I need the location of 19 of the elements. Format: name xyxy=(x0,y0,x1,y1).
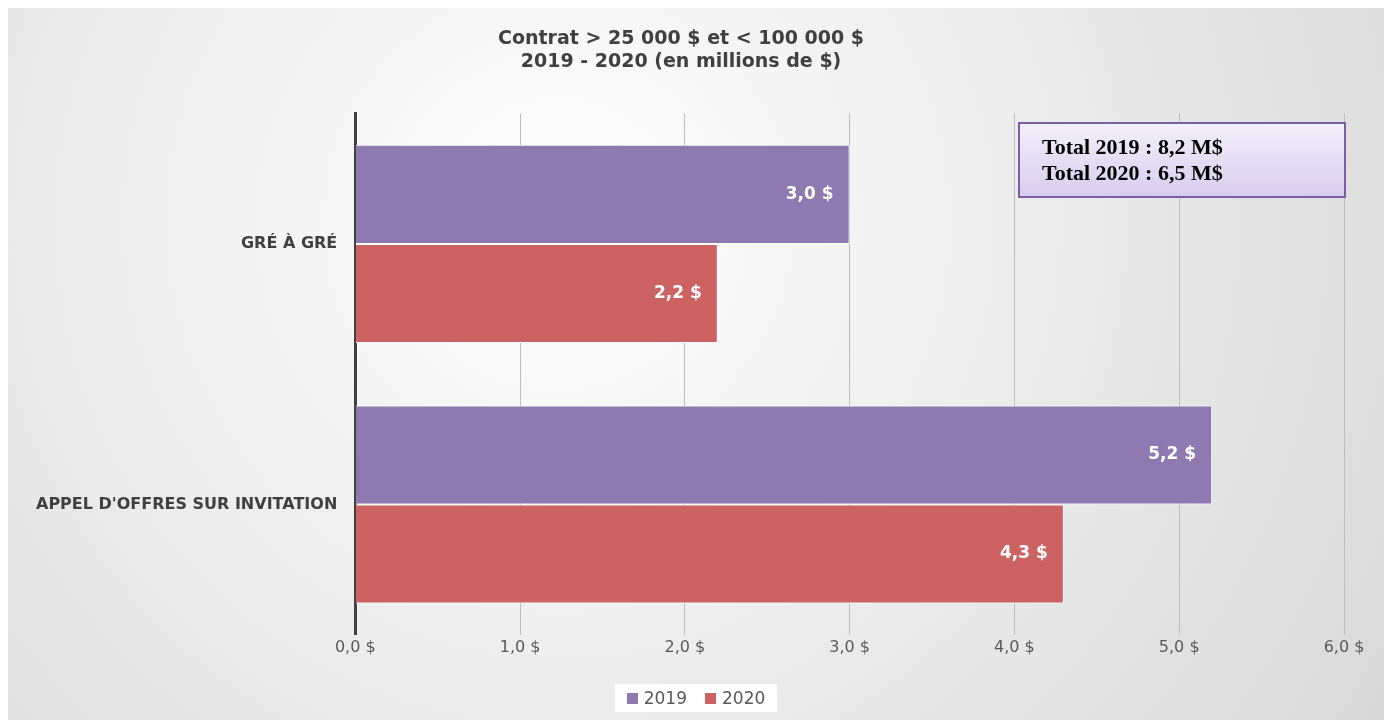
x-tick-label: 1,0 $ xyxy=(499,636,541,656)
data-label: 2,2 $ xyxy=(653,281,702,302)
x-tick-label: 5,0 $ xyxy=(1158,636,1200,656)
text-box: Total 2019 : 8,2 M$ Total 2020 : 6,5 M$ xyxy=(1018,122,1346,198)
y-tick-label: APPEL D'OFFRES SUR INVITATION xyxy=(35,493,338,513)
data-label: 4,3 $ xyxy=(999,542,1048,563)
x-tick-label: 4,0 $ xyxy=(994,636,1035,656)
x-tick-label: 6,0 $ xyxy=(1323,636,1365,656)
legend-label: 2020 xyxy=(722,688,766,708)
data-label: 5,2 $ xyxy=(1148,443,1197,464)
data-label: 3,0 $ xyxy=(785,182,834,203)
annotation: Total 2020 : 6,5 M$ xyxy=(1041,160,1224,186)
x-tick-label: 3,0 $ xyxy=(829,636,870,656)
x-tick-label: 0,0 $ xyxy=(334,636,376,656)
chart-title: Contrat > 25 000 $ et < 100 000 $ 2019 - 2020 (en millions de $) xyxy=(497,26,865,72)
legend-label: 2019 xyxy=(643,688,687,708)
y-tick-label: GRÉ À GRÉ xyxy=(240,233,338,253)
annotation: Total 2019 : 8,2 M$ xyxy=(1041,134,1224,160)
x-tick-label: 2,0 $ xyxy=(664,636,706,656)
